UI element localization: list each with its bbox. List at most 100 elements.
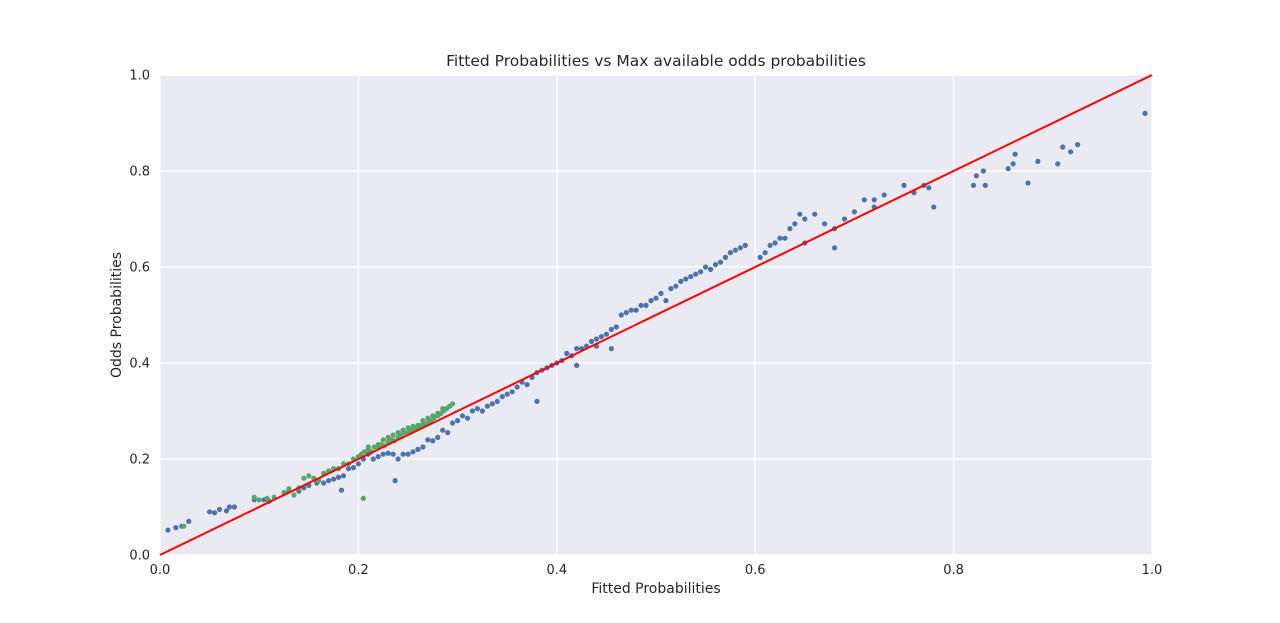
data-point-series-1: [574, 362, 580, 368]
data-point-series-1: [405, 451, 411, 457]
data-point-series-2: [390, 432, 396, 438]
data-point-series-1: [410, 449, 416, 455]
data-point-series-1: [608, 326, 614, 332]
data-point-series-1: [326, 478, 332, 484]
data-point-series-2: [291, 492, 297, 498]
y-axis-label: Odds Probabilities: [109, 252, 125, 378]
data-point-series-1: [380, 451, 386, 457]
y-tick-label: 0.6: [129, 261, 150, 276]
data-point-series-1: [499, 394, 505, 400]
data-point-series-1: [658, 290, 664, 296]
data-point-series-1: [797, 211, 803, 217]
data-point-series-1: [509, 389, 515, 395]
data-point-series-2: [450, 401, 456, 407]
data-point-series-1: [1142, 110, 1148, 116]
data-point-series-2: [440, 406, 446, 412]
data-point-series-1: [901, 182, 907, 188]
data-point-series-1: [588, 338, 595, 344]
data-point-series-2: [360, 495, 366, 501]
data-point-series-1: [459, 413, 466, 419]
reference-line: [159, 74, 1153, 556]
data-point-series-1: [742, 242, 748, 248]
data-point-series-1: [534, 398, 540, 404]
data-point-series-1: [335, 474, 342, 480]
data-point-series-1: [712, 262, 719, 268]
data-point-series-1: [762, 250, 768, 256]
data-point-series-1: [469, 408, 476, 414]
data-point-series-2: [256, 497, 262, 503]
data-point-series-1: [345, 466, 352, 472]
data-point-series-1: [668, 286, 674, 292]
data-point-series-1: [484, 403, 490, 409]
data-point-series-1: [678, 278, 684, 284]
data-point-series-2: [385, 434, 391, 440]
x-tick-label: 0.2: [348, 563, 369, 578]
data-point-series-1: [717, 259, 724, 265]
chart-title: Fitted Probabilities vs Max available od…: [446, 52, 866, 70]
data-point-series-1: [970, 182, 977, 188]
data-point-series-1: [445, 430, 451, 436]
y-tick-label: 0.8: [129, 165, 150, 180]
data-point-series-1: [464, 415, 471, 421]
data-point-series-1: [375, 454, 381, 460]
data-point-series-1: [871, 197, 877, 203]
data-point-series-2: [425, 415, 431, 421]
data-point-series-1: [603, 331, 610, 337]
data-point-series-1: [165, 527, 171, 533]
data-point-series-1: [737, 245, 743, 251]
data-point-series-1: [395, 456, 401, 462]
data-point-series-1: [767, 242, 773, 248]
data-point-series-1: [435, 434, 441, 440]
data-point-series-1: [350, 465, 357, 471]
data-point-series-1: [812, 211, 818, 217]
data-point-series-1: [340, 473, 347, 479]
x-tick-label: 0.6: [745, 563, 766, 578]
data-point-series-1: [1012, 151, 1018, 157]
data-point-series-1: [757, 254, 763, 260]
data-point-series-1: [355, 461, 361, 467]
tick-labels: 0.0 0.2 0.4 0.6 0.8 1.0 0.0 0.2 0.4 0.6 0.8 1.0: [129, 69, 1162, 579]
data-point-series-2: [430, 413, 436, 419]
y-tick-label: 0.2: [129, 453, 150, 468]
data-point-series-1: [455, 418, 461, 424]
data-point-series-1: [698, 269, 704, 275]
data-point-series-1: [982, 182, 988, 188]
data-point-series-1: [450, 420, 456, 426]
data-point-series-1: [643, 302, 649, 308]
data-point-series-1: [782, 235, 788, 241]
data-point-series-1: [792, 221, 798, 227]
data-point-series-1: [638, 302, 644, 308]
data-point-series-1: [618, 312, 624, 318]
data-point-series-1: [777, 235, 783, 241]
data-point-series-1: [673, 283, 679, 289]
data-point-series-1: [787, 226, 793, 232]
data-point-series-1: [613, 324, 619, 330]
data-point-series-2: [420, 418, 426, 424]
data-point-series-2: [395, 430, 401, 436]
data-point-series-1: [415, 446, 421, 452]
data-point-series-1: [1055, 161, 1061, 167]
data-point-series-1: [1010, 161, 1016, 167]
data-point-series-1: [861, 197, 867, 203]
data-point-series-1: [802, 216, 808, 222]
reference-line-group: [159, 74, 1153, 556]
data-point-series-1: [321, 480, 327, 486]
data-point-series-1: [425, 437, 431, 443]
grid-lines: [159, 74, 1153, 556]
data-point-series-2: [264, 495, 270, 501]
data-point-series-1: [628, 307, 634, 313]
data-point-series-2: [410, 423, 416, 429]
data-point-series-2: [415, 422, 421, 428]
data-point-series-1: [841, 216, 848, 222]
data-point-series-1: [703, 264, 709, 270]
data-point-series-1: [881, 192, 887, 198]
x-tick-label: 1.0: [1142, 563, 1163, 578]
data-point-series-2: [361, 449, 367, 455]
data-point-series-1: [331, 476, 337, 482]
data-point-series-2: [371, 444, 377, 450]
data-point-series-1: [173, 525, 179, 531]
y-tick-label: 0.4: [129, 357, 150, 372]
x-tick-label: 0.4: [546, 563, 567, 578]
data-point-series-1: [926, 185, 932, 191]
data-point-series-1: [524, 382, 530, 388]
